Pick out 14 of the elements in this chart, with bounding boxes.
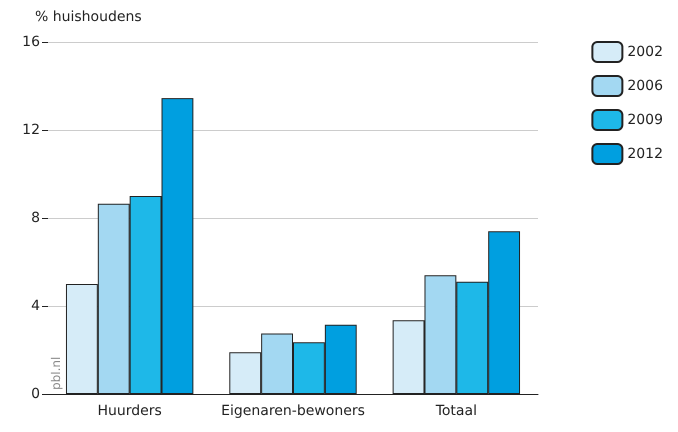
y-tick-label: 4 [31, 298, 40, 314]
y-axis-title: % huishoudens [35, 9, 142, 25]
legend-label: 2002 [627, 44, 664, 60]
y-tick-label: 0 [31, 386, 40, 402]
annotation: pbl.nl [49, 356, 63, 390]
x-tick-label: Huurders [97, 403, 162, 419]
legend-label: 2009 [627, 112, 664, 128]
legend-label: 2012 [627, 146, 664, 162]
y-tick-label: 12 [22, 122, 40, 138]
x-tick-label: Totaal [434, 403, 477, 419]
legend-label: 2006 [627, 78, 664, 94]
y-tick-label: 8 [31, 210, 40, 226]
y-tick-label: 16 [22, 34, 40, 50]
x-tick-label: Eigenaren-bewoners [221, 403, 365, 419]
